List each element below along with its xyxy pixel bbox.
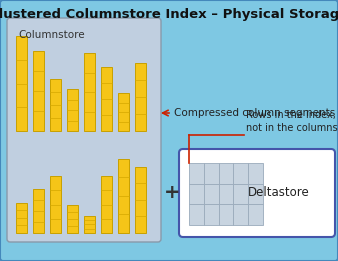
Bar bbox=[234, 204, 248, 225]
Bar bbox=[84, 216, 95, 233]
Bar bbox=[33, 189, 44, 233]
FancyBboxPatch shape bbox=[179, 149, 335, 237]
Text: Clustered Columnstore Index – Physical Storage: Clustered Columnstore Index – Physical S… bbox=[0, 8, 338, 21]
Bar bbox=[234, 163, 248, 184]
Bar bbox=[219, 184, 234, 204]
Bar bbox=[67, 205, 77, 233]
Bar bbox=[50, 176, 61, 233]
Bar bbox=[204, 163, 219, 184]
Bar bbox=[118, 93, 128, 131]
Bar bbox=[248, 163, 263, 184]
Bar bbox=[33, 51, 44, 131]
Bar bbox=[219, 204, 234, 225]
Bar bbox=[234, 184, 248, 204]
Bar bbox=[219, 163, 234, 184]
Bar bbox=[189, 163, 204, 184]
Text: Deltastore: Deltastore bbox=[248, 187, 310, 199]
Bar bbox=[118, 159, 128, 233]
Text: Compressed column segments: Compressed column segments bbox=[174, 108, 335, 118]
FancyBboxPatch shape bbox=[7, 18, 161, 242]
Bar bbox=[101, 67, 112, 131]
Bar bbox=[248, 184, 263, 204]
Bar bbox=[248, 204, 263, 225]
Bar bbox=[135, 167, 146, 233]
Bar bbox=[189, 184, 204, 204]
Bar bbox=[189, 204, 204, 225]
Bar bbox=[84, 53, 95, 131]
Text: Columnstore: Columnstore bbox=[18, 30, 84, 40]
Bar bbox=[16, 203, 27, 233]
Bar bbox=[16, 36, 27, 131]
Bar bbox=[135, 63, 146, 131]
Text: Rows in the index, but
not in the columnstore: Rows in the index, but not in the column… bbox=[246, 110, 338, 133]
Bar bbox=[204, 204, 219, 225]
Bar bbox=[101, 176, 112, 233]
Bar bbox=[50, 79, 61, 131]
Bar bbox=[67, 89, 77, 131]
Bar bbox=[204, 184, 219, 204]
Text: +: + bbox=[164, 183, 180, 203]
